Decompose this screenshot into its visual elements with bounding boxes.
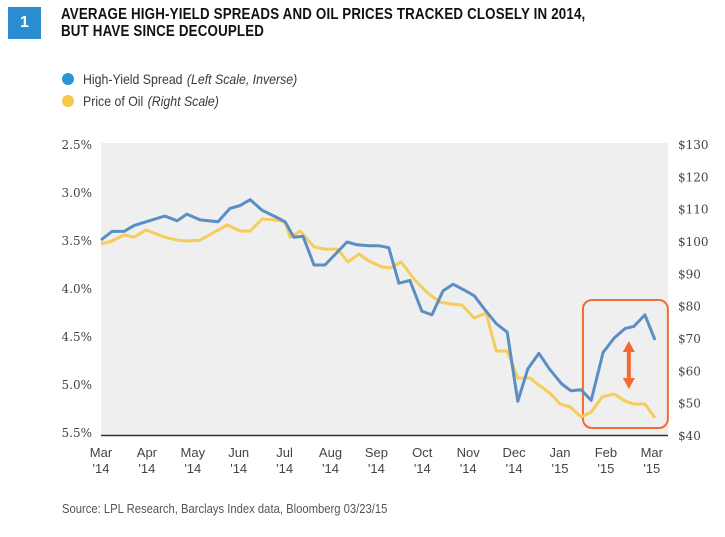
legend-label-oil: Price of Oil [83, 93, 144, 109]
x-tick-label-month: Apr [137, 445, 158, 460]
legend-item-oil: Price of Oil (Right Scale) [62, 90, 326, 112]
right-tick-label: $60 [678, 364, 701, 378]
left-tick-label: 4.5% [62, 330, 93, 344]
right-tick-label: $110 [678, 203, 709, 217]
x-tick-label-year: '14 [93, 461, 110, 476]
chart-title: AVERAGE HIGH-YIELD SPREADS AND OIL PRICE… [61, 6, 585, 40]
x-tick-label-year: '14 [276, 461, 293, 476]
right-tick-label: $80 [678, 300, 701, 314]
chart-title-line-2: BUT HAVE SINCE DECOUPLED [61, 23, 265, 40]
x-tick-label-month: Mar [641, 445, 664, 460]
right-tick-label: $130 [678, 138, 709, 152]
legend: High-Yield Spread (Left Scale, Inverse) P… [62, 68, 326, 112]
chart-title-line-1: AVERAGE HIGH-YIELD SPREADS AND OIL PRICE… [61, 6, 586, 23]
x-tick-label-month: Feb [595, 445, 617, 460]
left-axis: 2.5% 3.0% 3.5% 4.0% 4.5% 5.0% 5.5% [62, 138, 93, 440]
x-tick-label-month: Mar [90, 445, 113, 460]
series-line-oil [100, 217, 657, 419]
x-tick-label-month: May [181, 445, 206, 460]
x-tick-label-month: Sep [365, 445, 388, 460]
right-tick-label: $50 [678, 397, 701, 411]
right-tick-label: $100 [678, 235, 709, 249]
legend-label-spread: High-Yield Spread [83, 71, 183, 87]
left-tick-label: 4.0% [62, 282, 93, 296]
x-tick-label-month: Oct [412, 445, 433, 460]
plot-area [101, 143, 668, 435]
figure-number-badge: 1 [8, 7, 41, 39]
x-tick-label-month: Dec [503, 445, 527, 460]
x-tick-label-year: '14 [460, 461, 477, 476]
x-tick-label-month: Aug [319, 445, 342, 460]
x-tick-label-month: Jan [550, 445, 571, 460]
right-tick-label: $70 [678, 332, 701, 346]
source-note: Source: LPL Research, Barclays Index dat… [62, 502, 388, 516]
x-tick-label-year: '14 [322, 461, 339, 476]
highlight-box [581, 299, 669, 429]
x-tick-label-year: '14 [230, 461, 247, 476]
legend-swatch-oil [62, 95, 74, 107]
x-tick-label-year: '14 [184, 461, 201, 476]
x-axis: Mar'14Apr'14May'14Jun'14Jul'14Aug'14Sep'… [90, 445, 664, 476]
x-tick-label-year: '14 [414, 461, 431, 476]
left-tick-label: 5.5% [62, 426, 93, 440]
legend-note-oil: (Right Scale) [147, 93, 219, 109]
series-line-spread [100, 198, 657, 403]
legend-item-spread: High-Yield Spread (Left Scale, Inverse) [62, 68, 326, 90]
left-tick-label: 5.0% [62, 378, 93, 392]
x-tick-label-month: Jul [276, 445, 293, 460]
left-tick-label: 3.0% [62, 186, 93, 200]
double-arrow-annotation [622, 341, 635, 389]
left-tick-label: 2.5% [62, 138, 93, 152]
x-tick-label-year: '15 [552, 461, 569, 476]
arrow-head-down [622, 378, 635, 389]
arrow-head-up [622, 341, 635, 352]
right-tick-label: $120 [678, 170, 709, 184]
x-tick-label-year: '14 [506, 461, 523, 476]
legend-note-spread: (Left Scale, Inverse) [186, 71, 298, 87]
right-axis: $130 $120 $110 $100 $90 $80 $70 $60 $50 $40 [678, 138, 709, 443]
x-tick-label-year: '14 [368, 461, 385, 476]
x-tick-label-year: '14 [138, 461, 155, 476]
x-tick-label-month: Jun [228, 445, 249, 460]
right-tick-label: $40 [678, 429, 701, 443]
x-tick-label-year: '15 [643, 461, 660, 476]
legend-swatch-spread [62, 73, 74, 85]
right-tick-label: $90 [678, 267, 701, 281]
x-tick-label-month: Nov [457, 445, 481, 460]
x-tick-label-year: '15 [597, 461, 614, 476]
left-tick-label: 3.5% [62, 234, 93, 248]
